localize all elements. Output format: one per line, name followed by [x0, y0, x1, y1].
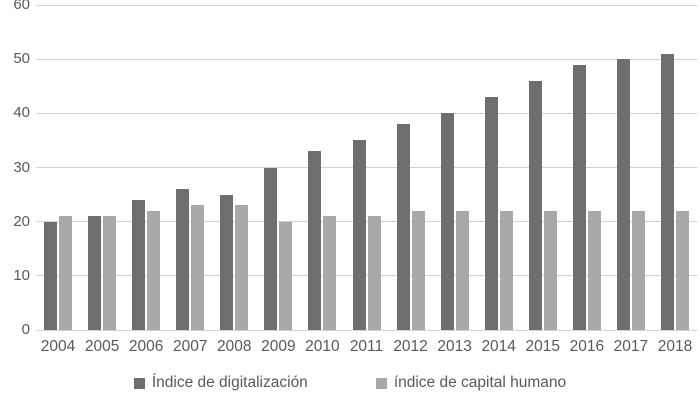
bar-capital-humano-2014	[499, 210, 513, 330]
x-tick-label-2014: 2014	[481, 338, 516, 355]
bar-capital-humano-2009	[279, 221, 293, 330]
bar-capital-humano-2012	[411, 210, 425, 330]
gridline-y-60	[36, 4, 697, 6]
legend-item-capital-humano: índice de capital humano	[375, 374, 567, 392]
legend-swatch-capital-humano-icon	[375, 377, 387, 389]
y-tick-label-10: 10	[13, 266, 30, 284]
bar-digitalizacion-2007	[176, 189, 190, 330]
gridline-y-10	[36, 275, 697, 277]
bar-capital-humano-2011	[367, 216, 381, 330]
bar-capital-humano-2013	[455, 210, 469, 330]
x-tick-label-2007: 2007	[172, 338, 208, 355]
legend-item-digitalizacion: Índice de digitalización	[133, 374, 308, 392]
legend-swatch-digitalizacion-icon	[133, 377, 145, 389]
y-tick-label-20: 20	[13, 212, 30, 230]
x-tick-label-2010: 2010	[305, 338, 340, 355]
x-tick-label-2012: 2012	[393, 338, 428, 355]
bar-capital-humano-2015	[543, 210, 557, 330]
bar-digitalizacion-2017	[616, 59, 630, 330]
x-tick-label-2008: 2008	[217, 338, 252, 355]
gridline-y-30	[36, 167, 697, 168]
legend-label-digitalizacion: Índice de digitalización	[151, 374, 308, 391]
x-tick-label-2009: 2009	[261, 338, 296, 355]
y-tick-label-50: 50	[13, 50, 30, 68]
bar-capital-humano-2010	[323, 216, 337, 330]
bar-digitalizacion-2013	[440, 113, 454, 330]
bar-digitalizacion-2005	[88, 216, 102, 330]
bar-digitalizacion-2006	[132, 200, 146, 330]
bar-digitalizacion-2008	[220, 194, 234, 330]
x-tick-label-2015: 2015	[525, 338, 560, 355]
bar-digitalizacion-2015	[528, 80, 542, 330]
bar-capital-humano-2007	[191, 205, 205, 330]
y-tick-label-60: 60	[13, 0, 30, 13]
y-tick-label-40: 40	[13, 104, 30, 122]
bar-digitalizacion-2009	[264, 167, 278, 330]
bar-capital-humano-2004	[59, 216, 73, 330]
gridline-y-40	[36, 112, 697, 114]
bar-digitalizacion-2014	[484, 97, 498, 330]
bar-digitalizacion-2004	[44, 221, 58, 330]
bar-capital-humano-2018	[675, 210, 689, 330]
x-tick-label-2017: 2017	[613, 338, 649, 355]
plot-area	[36, 4, 697, 331]
bar-capital-humano-2016	[587, 210, 601, 330]
y-tick-label-0: 0	[21, 321, 30, 338]
x-tick-label-2018: 2018	[657, 338, 693, 355]
gridline-y-0	[36, 329, 697, 331]
x-tick-label-2005: 2005	[84, 338, 120, 355]
bar-digitalizacion-2010	[308, 151, 322, 330]
x-tick-label-2004: 2004	[40, 338, 76, 355]
bar-digitalizacion-2011	[352, 140, 366, 330]
y-tick-label-30: 30	[13, 158, 30, 176]
bar-capital-humano-2006	[147, 210, 161, 330]
bar-capital-humano-2017	[631, 210, 645, 330]
bar-digitalizacion-2016	[572, 64, 586, 330]
legend: Índice de digitalización índice de capit…	[0, 374, 700, 392]
legend-label-capital-humano: índice de capital humano	[393, 374, 567, 391]
x-tick-label-2006: 2006	[128, 338, 164, 355]
bar-capital-humano-2005	[103, 216, 117, 330]
x-tick-label-2013: 2013	[437, 338, 472, 355]
bar-digitalizacion-2012	[396, 124, 410, 330]
x-tick-label-2011: 2011	[349, 338, 384, 355]
gridline-y-20	[36, 221, 697, 223]
bar-capital-humano-2008	[235, 205, 249, 330]
x-tick-label-2016: 2016	[569, 338, 605, 355]
bar-digitalizacion-2018	[660, 53, 674, 330]
gridline-y-50	[36, 58, 697, 60]
